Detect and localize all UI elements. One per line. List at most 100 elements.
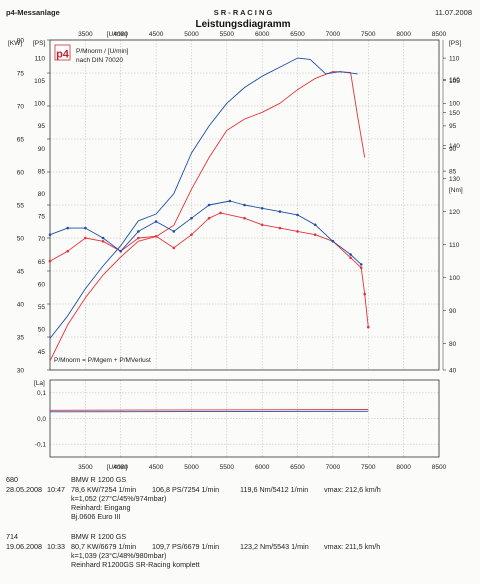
lambda-chart-grid [50, 380, 440, 457]
header-left: p4-Messanlage [6, 8, 60, 17]
torque-point [313, 223, 317, 227]
record-1-note-1: Reinhard: Eingang [71, 503, 131, 512]
ps-tick-label: 95 [38, 123, 46, 130]
torque-point [101, 240, 105, 243]
torque-point [84, 236, 87, 240]
x-tick-label-bottom: 5500 [220, 464, 235, 471]
x-tick-label-bottom: 7000 [326, 464, 341, 471]
nm-tick-label: 90 [449, 308, 457, 315]
torque-point [219, 211, 222, 215]
x-tick-label-top: 6500 [290, 31, 305, 38]
ps-right-tick-label: 90 [449, 146, 457, 153]
ps-tick-label: 60 [38, 281, 46, 288]
power-curve-run-2 [49, 57, 358, 339]
torque-point [154, 235, 158, 238]
x-tick-label-top: 8000 [396, 31, 411, 38]
record-1-kw: 78,6 KW/7254 1/min [71, 485, 137, 494]
torque-point [243, 216, 246, 220]
main-series [48, 57, 370, 362]
lambda-tick-label: -0,1 [35, 441, 47, 448]
x-tick-label-top: 3500 [78, 31, 93, 38]
torque-point [190, 216, 193, 220]
x-tick-label-bottom: 3500 [78, 464, 93, 471]
legend-line-1: P/Mnorm / [U/min] [76, 48, 129, 55]
header-date: 11.07.2008 [435, 8, 472, 17]
kw-tick-label: 50 [17, 235, 25, 242]
x-tick-label-bottom: 6000 [255, 464, 270, 471]
ps-right-axis-label: [PS] [449, 40, 461, 47]
x-tick-label-bottom: 8000 [396, 464, 411, 471]
x-tick-label-top: 7500 [361, 31, 376, 38]
record-1-note-2: Bj.0606 Euro III [71, 512, 121, 521]
ps-tick-label: 110 [35, 55, 46, 62]
torque-point [172, 230, 176, 233]
record-1-date: 28.05.2008 [6, 485, 42, 494]
ps-tick-label: 70 [38, 236, 46, 243]
record-1-vehicle: BMW R 1200 GS [71, 475, 127, 484]
torque-point [101, 236, 105, 240]
kw-tick-label: 40 [17, 301, 25, 308]
nm-tick-label: 160 [449, 77, 460, 84]
ps-tick-label: 100 [34, 101, 45, 108]
x-tick-label-top: 6000 [255, 31, 270, 38]
kw-tick-label: 35 [17, 334, 25, 341]
kw-tick-label: 65 [17, 136, 25, 143]
x-tick-label-bottom: 6500 [290, 464, 305, 471]
x-tick-label-top: 5500 [220, 31, 235, 38]
ps-right-tick-label: 105 [449, 78, 460, 85]
record-2-ps: 109,7 PS/6679 1/min [152, 542, 220, 551]
record-1-ps: 106,8 PS/7254 1/min [152, 485, 220, 494]
nm-tick-label: 140 [449, 143, 460, 150]
nm-tick-label: 100 [449, 275, 460, 282]
ps-tick-label: 45 [38, 349, 46, 356]
x-tick-label-bottom: 4000 [113, 464, 128, 471]
ps-tick-label: 65 [38, 259, 46, 266]
p4-logo: p4 [54, 44, 71, 61]
chart-title: Leistungsdiagramm [195, 19, 290, 30]
x-tick-label-top: 8500 [432, 31, 447, 38]
torque-point [313, 233, 317, 236]
lambda-chart-frame [49, 379, 440, 458]
power-curve-run-1 [49, 71, 366, 362]
torque-point [363, 292, 367, 296]
torque-point [154, 220, 158, 223]
torque-point [331, 240, 335, 243]
formula-note: P/Mnorm = P/Mgem + P/MVerlust [54, 357, 151, 364]
torque-point [359, 266, 363, 270]
nm-axis-label: [Nm] [449, 187, 463, 194]
record-2-vmax: vmax: 211,5 km/h [324, 542, 381, 551]
x-axis-label-top: [U/min] [107, 31, 128, 38]
kw-tick-label: 80 [17, 37, 25, 44]
torque-point [359, 263, 363, 266]
record-2-note-1: Reinhard R1200GS SR-Racing komplett [71, 560, 200, 569]
torque-point [172, 246, 176, 250]
record-2-id: 714 [6, 532, 18, 541]
legend-line-2: nach DIN 70020 [76, 57, 123, 64]
record-1-id: 680 [6, 475, 18, 484]
torque-point [243, 203, 246, 207]
x-axis-label-bottom: [U/min] [107, 464, 128, 471]
ps-tick-label: 85 [38, 168, 46, 175]
record-1-vmax: vmax: 212,6 km/h [324, 485, 381, 494]
torque-point [84, 226, 87, 230]
torque-point [137, 236, 140, 240]
x-tick-label-bottom: 8500 [432, 464, 447, 471]
torque-point [228, 199, 232, 203]
torque-point [296, 230, 299, 233]
x-tick-label-bottom: 4500 [149, 464, 164, 471]
record-2-nm: 123,2 Nm/5543 1/min [240, 542, 309, 551]
lambda-curve-run-2 [49, 410, 369, 413]
torque-curve-run-2 [49, 200, 362, 265]
torque-point [349, 256, 352, 260]
torque-point [66, 226, 69, 230]
kw-tick-label: 55 [17, 202, 25, 209]
x-tick-label-top: 7000 [326, 31, 341, 38]
nm-tick-label: 150 [449, 110, 460, 117]
record-2-kw: 80,7 KW/6679 1/min [71, 542, 137, 551]
torque-point [119, 249, 122, 253]
svg-text:p4: p4 [56, 49, 70, 61]
main-tick-labels: 3500 4000 4500 5000 5500 6000 6500 7000 7500 8000… [17, 31, 460, 374]
torque-point [278, 226, 282, 230]
ps-tick-label: 80 [38, 191, 46, 198]
